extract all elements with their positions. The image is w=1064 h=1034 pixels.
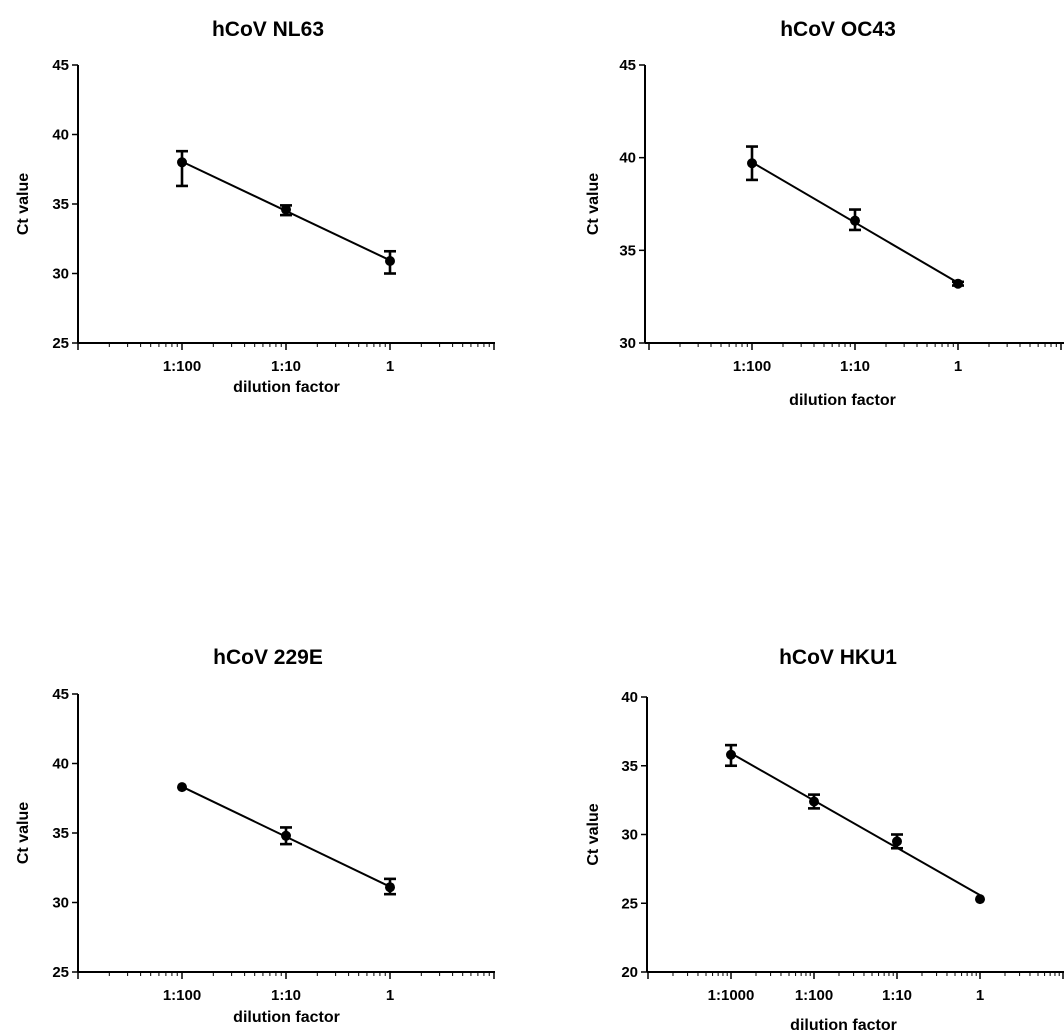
- fit-line: [731, 753, 980, 895]
- y-tick-label: 35: [621, 758, 638, 775]
- x-tick-label: 1:100: [733, 358, 771, 375]
- x-tick-label: 1: [386, 358, 394, 375]
- data-point: [385, 882, 395, 892]
- data-point: [177, 782, 187, 792]
- y-tick-label: 35: [619, 242, 636, 259]
- x-tick-label: 1: [386, 987, 394, 1004]
- y-tick-label: 25: [621, 895, 638, 912]
- data-point: [809, 797, 819, 807]
- y-axis-label: Ct value: [585, 173, 602, 235]
- data-point: [385, 256, 395, 266]
- data-point: [850, 216, 860, 226]
- y-tick-label: 45: [52, 57, 69, 74]
- y-tick-label: 20: [621, 964, 638, 981]
- data-point: [975, 894, 985, 904]
- y-tick-label: 25: [52, 335, 69, 352]
- x-tick-label: 1:100: [795, 987, 833, 1004]
- x-tick-label: 1:10: [271, 987, 301, 1004]
- x-tick-label: 1:10: [271, 358, 301, 375]
- y-tick-label: 30: [52, 266, 69, 283]
- x-tick-label: 1: [954, 358, 962, 375]
- x-tick-label: 1:100: [163, 987, 201, 1004]
- y-tick-label: 40: [619, 150, 636, 167]
- y-tick-label: 30: [52, 895, 69, 912]
- y-axis-label: Ct value: [585, 803, 602, 865]
- y-tick-label: 40: [52, 756, 69, 773]
- chart-title: hCoV HKU1: [779, 646, 897, 669]
- x-tick-label: 1:10: [840, 358, 870, 375]
- data-point: [953, 279, 963, 289]
- y-tick-label: 40: [621, 689, 638, 706]
- y-tick-label: 45: [619, 57, 636, 74]
- x-axis-label: dilution factor: [233, 379, 340, 396]
- y-tick-label: 35: [52, 196, 69, 213]
- y-tick-label: 45: [52, 686, 69, 703]
- x-tick-label: 1:1000: [708, 987, 755, 1004]
- x-tick-label: 1:10: [882, 987, 912, 1004]
- y-tick-label: 25: [52, 964, 69, 981]
- chart-panel-2: hCoV OC43 30 35 40 45 1:100 1:10 1 dilution fact…: [585, 18, 1064, 409]
- x-tick-label: 1: [976, 987, 984, 1004]
- y-axis-label: Ct value: [15, 802, 32, 864]
- data-point: [177, 157, 187, 167]
- y-axis-label: Ct value: [15, 173, 32, 235]
- data-point: [892, 836, 902, 846]
- x-axis-label: dilution factor: [233, 1009, 340, 1026]
- y-tick-label: 35: [52, 825, 69, 842]
- x-axis-label: dilution factor: [789, 392, 896, 409]
- data-point: [747, 158, 757, 168]
- chart-title: hCoV NL63: [212, 18, 324, 41]
- x-tick-label: 1:100: [163, 358, 201, 375]
- chart-panel-4: hCoV HKU1 20 25 30 35 40 1:1000 1:100 1:10 1 dilut…: [585, 646, 1064, 1034]
- y-tick-label: 40: [52, 127, 69, 144]
- data-point: [281, 205, 291, 215]
- chart-panel-3: hCoV 229E 25 30 35 40 45 1:100 1:10 1 dilution fa…: [15, 646, 495, 1026]
- chart-panel-1: hCoV NL63 25 30 35 40 45 1:100 1:10 1 dilution fa…: [15, 18, 495, 396]
- data-point: [281, 831, 291, 841]
- chart-title: hCoV 229E: [213, 646, 323, 669]
- x-axis-label: dilution factor: [790, 1017, 897, 1034]
- y-tick-label: 30: [619, 335, 636, 352]
- chart-title: hCoV OC43: [780, 18, 896, 41]
- data-point: [726, 750, 736, 760]
- y-tick-label: 30: [621, 827, 638, 844]
